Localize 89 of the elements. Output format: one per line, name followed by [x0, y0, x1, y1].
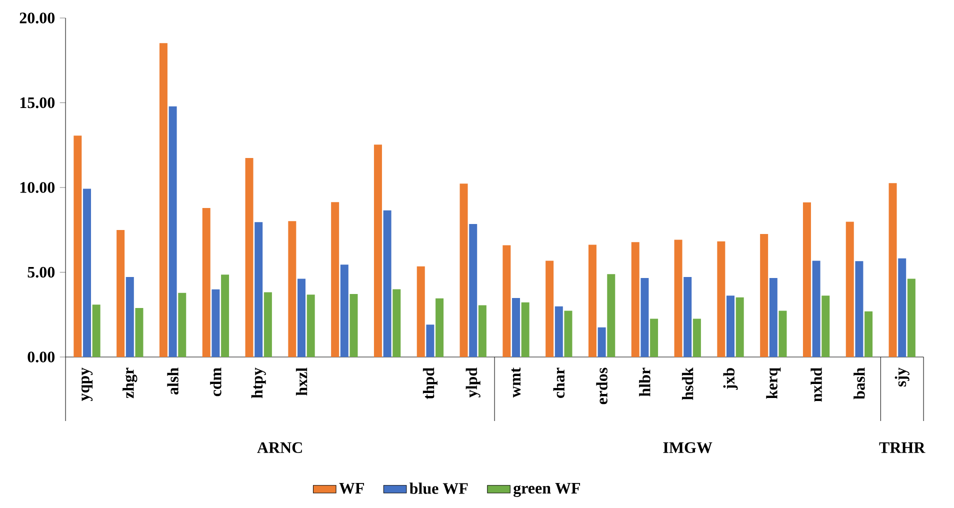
x-tick-label: ylpd [466, 368, 480, 398]
bar [812, 260, 820, 357]
y-tick-label: 15.00 [20, 97, 55, 108]
legend-label: blue WF [410, 482, 468, 494]
x-tick-label: wmt [511, 367, 521, 398]
bar [650, 318, 658, 357]
bar [726, 296, 735, 357]
bar [306, 294, 315, 357]
bar [760, 234, 768, 357]
bar [126, 276, 134, 357]
bar [159, 43, 168, 357]
bar [350, 294, 358, 357]
bar [846, 222, 854, 357]
y-tick-label: 0.00 [28, 352, 55, 362]
bar [116, 230, 125, 357]
bar [684, 276, 692, 357]
bar [521, 302, 530, 357]
x-tick-label: alsh [167, 368, 178, 394]
legend-label: green WF [514, 482, 580, 497]
bar [631, 242, 640, 357]
x-tick-label: erdos [596, 368, 608, 404]
x-tick-label: hlbr [639, 368, 650, 396]
bar [640, 278, 649, 357]
bar [546, 260, 554, 357]
x-tick-label: hsdk [682, 367, 694, 400]
bar [298, 278, 306, 357]
x-tick-label: hxzl [296, 368, 308, 396]
bar [92, 304, 100, 357]
bar [674, 240, 682, 357]
x-tick-label: yqpy [81, 368, 93, 402]
x-tick-label: cdm [210, 368, 222, 396]
bar [392, 289, 401, 357]
x-tick-label: htpy [251, 368, 266, 398]
bar [554, 306, 563, 357]
bar [898, 258, 906, 357]
bar [692, 318, 701, 357]
bar [340, 264, 348, 357]
bar [855, 261, 864, 357]
bar [736, 297, 744, 357]
bar [221, 274, 230, 357]
bar [168, 106, 177, 357]
bar [416, 266, 425, 357]
bar [383, 210, 392, 357]
text: TRHR [879, 442, 926, 453]
bar [802, 202, 811, 357]
bar [426, 324, 434, 357]
bar [864, 311, 873, 357]
bar [564, 310, 572, 357]
bar [778, 310, 787, 357]
x-tick-label: nxhd [810, 368, 822, 402]
bar [717, 241, 726, 357]
y-tick-label: 5.00 [28, 266, 55, 278]
bar [436, 298, 444, 357]
bar [212, 289, 220, 357]
text: IMGW [663, 442, 712, 454]
bar [254, 222, 263, 357]
bar [374, 144, 382, 357]
bar [469, 224, 478, 357]
bar [478, 305, 486, 357]
y-tick-label: 20.00 [20, 12, 55, 24]
bar [822, 296, 830, 357]
bar [264, 292, 272, 357]
legend-label: WF [339, 482, 364, 494]
bar [460, 184, 468, 357]
y-tick-label: 10.00 [20, 182, 55, 193]
bar [74, 136, 82, 357]
x-tick-label: zhgr [122, 368, 138, 398]
bar [769, 278, 778, 357]
bar [135, 308, 144, 357]
bar [288, 221, 296, 357]
bar [588, 244, 596, 357]
bar [245, 158, 254, 357]
bar [907, 278, 916, 357]
bar [512, 298, 520, 357]
x-tick-label: kerq [766, 368, 781, 399]
bar [83, 188, 92, 357]
x-tick-label: bash [854, 368, 865, 400]
x-tick-label: thpd [422, 368, 438, 400]
bar [178, 292, 186, 357]
x-tick-label: char [553, 368, 565, 398]
x-tick-label: jxb [723, 368, 738, 390]
bar [607, 274, 616, 357]
text: ARNC [257, 442, 302, 454]
x-tick-label: sjy [894, 368, 910, 386]
bar [202, 208, 210, 357]
bar [331, 202, 340, 357]
bar [502, 245, 511, 357]
bar [888, 183, 897, 357]
bar [598, 327, 606, 357]
